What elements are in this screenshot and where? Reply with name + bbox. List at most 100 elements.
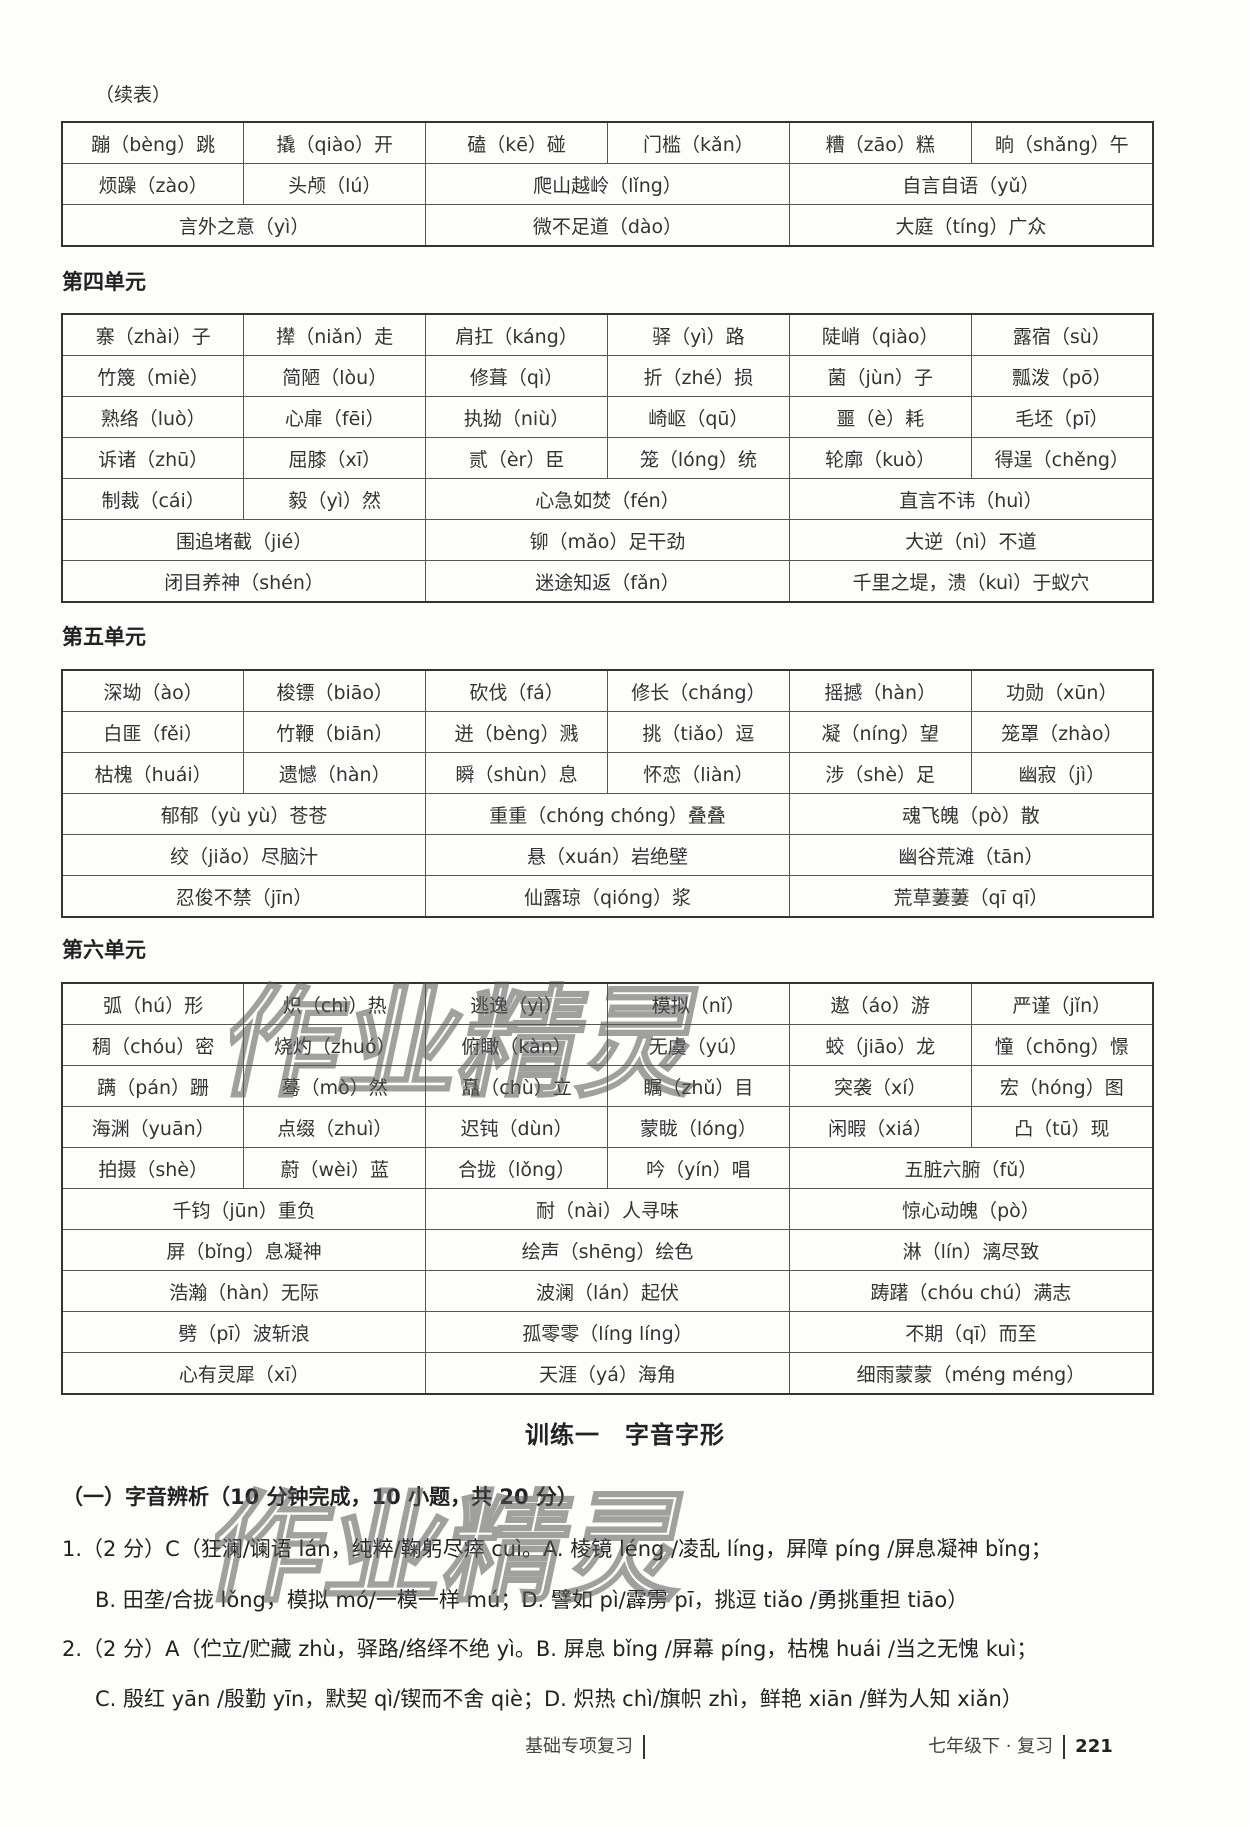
vocab-cell: 糟（zāo）糕 (788, 121, 972, 164)
vocab-cell: 蹦（bèng）跳 (61, 121, 245, 164)
vocab-cell: 绞（jiǎo）尽脑汁 (61, 834, 427, 876)
vocab-cell: 矗（chù）立 (425, 1065, 608, 1107)
vocab-cell: 晌（shǎng）午 (970, 121, 1154, 164)
page-number: 221 (1075, 1736, 1113, 1757)
vocab-cell: 迟钝（dùn） (425, 1106, 608, 1148)
vocab-cell: 陡峭（qiào） (788, 313, 972, 356)
vocab-cell: 功勋（xūn） (970, 669, 1154, 712)
svg-text:作业精灵: 作业精灵 (230, 973, 718, 1113)
vocab-cell: 折（zhé）损 (606, 355, 790, 397)
table-row: 劈（pī）波斩浪 孤零零（líng líng） 不期（qī）而至 (61, 1311, 1154, 1353)
unit-heading: 第五单元 (62, 625, 146, 649)
divider (643, 1735, 645, 1759)
vocab-cell: 露宿（sù） (970, 313, 1154, 356)
vocab-cell: 驿（yì）路 (606, 313, 790, 356)
answer-line: 2.（2 分）A（伫立/贮藏 zhù，驿路/络绎不绝 yì。B. 屏息 bǐng… (62, 1637, 1038, 1661)
vocab-cell: 凸（tū）现 (970, 1106, 1154, 1148)
vocab-cell: 迷途知返（fǎn） (425, 560, 790, 603)
vocab-cell: 诉诸（zhū） (61, 437, 245, 479)
vocab-cell: 制裁（cái） (61, 478, 245, 520)
vocab-cell: 爬山越岭（lǐng） (425, 163, 790, 205)
vocab-cell: 得逞（chěng） (970, 437, 1154, 479)
table-row: 郁郁（yù yù）苍苍 重重（chóng chóng）叠叠 魂飞魄（pò）散 (61, 793, 1154, 835)
vocab-cell: 头颅（lú） (243, 163, 427, 205)
vocab-cell: 熟络（luò） (61, 396, 245, 438)
vocab-cell: 门槛（kǎn） (606, 121, 790, 164)
table-row: 围追堵截（jié） 铆（mǎo）足干劲 大逆（nì）不道 (61, 519, 1154, 561)
vocab-cell: 点缀（zhuì） (243, 1106, 427, 1148)
vocab-cell: 炽（chì）热 (243, 982, 427, 1025)
vocab-cell: 修葺（qì） (425, 355, 608, 397)
vocab-cell: 弧（hú）形 (61, 982, 245, 1025)
table-row: 枯槐（huái） 遗憾（hàn） 瞬（shùn）息 怀恋（liàn） 涉（shè）足 幽寂… (61, 752, 1154, 794)
vocab-cell: 白匪（fěi） (61, 711, 245, 753)
vocab-cell: 修长（cháng） (606, 669, 790, 712)
vocab-cell: 拍摄（shè） (61, 1147, 245, 1189)
vocab-cell: 枯槐（huái） (61, 752, 245, 794)
table-row: 熟络（luò） 心扉（fēi） 执拗（niù） 崎岖（qū） 噩（è）耗 毛坯（pī） (61, 396, 1154, 438)
vocab-cell: 轮廓（kuò） (788, 437, 972, 479)
vocab-cell: 笼罩（zhào） (970, 711, 1154, 753)
answer-line: B. 田垄/合拢 lǒng，模拟 mó/一模一样 mú；D. 譬如 pì/霹雳 … (95, 1588, 969, 1612)
table-row: 言外之意（yì） 微不足道（dào） 大庭（tíng）广众 (61, 204, 1154, 247)
vocab-cell: 无虞（yú） (606, 1024, 790, 1066)
vocab-cell: 磕（kē）碰 (425, 121, 608, 164)
vocab-cell: 孤零零（líng líng） (425, 1311, 790, 1353)
vocab-cell: 噩（è）耗 (788, 396, 972, 438)
vocab-cell: 瓢泼（pō） (970, 355, 1154, 397)
table-row: 屏（bǐng）息凝神 绘声（shēng）绘色 淋（lín）漓尽致 (61, 1229, 1154, 1271)
exercise-title: 训练一 字音字形 (525, 1421, 725, 1449)
vocab-cell: 闲暇（xiá） (788, 1106, 972, 1148)
table-row: 闭目养神（shén） 迷途知返（fǎn） 千里之堤，溃（kuì）于蚁穴 (61, 560, 1154, 603)
table-row: 绞（jiǎo）尽脑汁 悬（xuán）岩绝壁 幽谷荒滩（tān） (61, 834, 1154, 876)
vocab-cell: 心急如焚（fén） (425, 478, 790, 520)
vocab-cell: 俯瞰（kàn） (425, 1024, 608, 1066)
vocab-cell: 踌躇（chóu chú）满志 (788, 1270, 1154, 1312)
vocab-cell: 怀恋（liàn） (606, 752, 790, 794)
table-row: 诉诸（zhū） 屈膝（xī） 贰（èr）臣 笼（lóng）统 轮廓（kuò） 得逞（chě… (61, 437, 1154, 479)
vocab-cell: 千钧（jūn）重负 (61, 1188, 427, 1230)
vocab-table: 弧（hú）形 炽（chì）热 逃逸（yì） 模拟（nǐ） 遨（áo）游 严谨（jǐn） 稠（… (61, 982, 1154, 1395)
vocab-cell: 自言自语（yǔ） (788, 163, 1154, 205)
vocab-cell: 悬（xuán）岩绝壁 (425, 834, 790, 876)
vocab-cell: 深坳（ào） (61, 669, 245, 712)
vocab-cell: 蛟（jiāo）龙 (788, 1024, 972, 1066)
table-row: 制裁（cái） 毅（yì）然 心急如焚（fén） 直言不讳（huì） (61, 478, 1154, 520)
vocab-cell: 宏（hóng）图 (970, 1065, 1154, 1107)
vocab-cell: 崎岖（qū） (606, 396, 790, 438)
vocab-table: 寨（zhài）子 撵（niǎn）走 肩扛（káng） 驿（yì）路 陡峭（qiào） 露宿… (61, 313, 1154, 603)
unit-heading: 第六单元 (62, 938, 146, 962)
vocab-cell: 蹒（pán）跚 (61, 1065, 245, 1107)
vocab-cell: 竹鞭（biān） (243, 711, 427, 753)
vocab-cell: 模拟（nǐ） (606, 982, 790, 1025)
vocab-cell: 五脏六腑（fǔ） (788, 1147, 1154, 1189)
vocab-cell: 屈膝（xī） (243, 437, 427, 479)
table-row: 深坳（ào） 梭镖（biāo） 砍伐（fá） 修长（cháng） 摇撼（hàn） 功勋（x… (61, 669, 1154, 712)
table-row: 忍俊不禁（jīn） 仙露琼（qióng）浆 荒草萋萋（qī qī） (61, 875, 1154, 918)
vocab-cell: 微不足道（dào） (425, 204, 790, 247)
vocab-cell: 波澜（lán）起伏 (425, 1270, 790, 1312)
vocab-cell: 合拢（lǒng） (425, 1147, 608, 1189)
vocab-cell: 迸（bèng）溅 (425, 711, 608, 753)
vocab-cell: 撵（niǎn）走 (243, 313, 427, 356)
vocab-cell: 幽寂（jì） (970, 752, 1154, 794)
table-row: 蹦（bèng）跳 撬（qiào）开 磕（kē）碰 门槛（kǎn） 糟（zāo）糕 晌（sh… (61, 121, 1154, 164)
table-row: 海渊（yuān） 点缀（zhuì） 迟钝（dùn） 蒙眬（lóng） 闲暇（xiá） 凸（… (61, 1106, 1154, 1148)
vocab-cell: 吟（yín）唱 (606, 1147, 790, 1189)
table-row: 心有灵犀（xī） 天涯（yá）海角 细雨蒙蒙（méng méng） (61, 1352, 1154, 1395)
vocab-cell: 严谨（jǐn） (970, 982, 1154, 1025)
vocab-cell: 摇撼（hàn） (788, 669, 972, 712)
footer-right: 七年级下 · 复习 221 (928, 1732, 1113, 1759)
vocab-table: 蹦（bèng）跳 撬（qiào）开 磕（kē）碰 门槛（kǎn） 糟（zāo）糕 晌（sh… (61, 121, 1154, 247)
vocab-cell: 执拗（niù） (425, 396, 608, 438)
vocab-cell: 砍伐（fá） (425, 669, 608, 712)
vocab-cell: 大逆（nì）不道 (788, 519, 1154, 561)
vocab-cell: 淋（lín）漓尽致 (788, 1229, 1154, 1271)
vocab-cell: 重重（chóng chóng）叠叠 (425, 793, 790, 835)
vocab-cell: 心有灵犀（xī） (61, 1352, 427, 1395)
watermark-logo: 作业精灵 (215, 1477, 704, 1620)
vocab-cell: 笼（lóng）统 (606, 437, 790, 479)
vocab-cell: 毛坯（pī） (970, 396, 1154, 438)
table-row: 稠（chóu）密 烧灼（zhuó） 俯瞰（kàn） 无虞（yú） 蛟（jiāo）龙 憧（c… (61, 1024, 1154, 1066)
vocab-cell: 围追堵截（jié） (61, 519, 427, 561)
